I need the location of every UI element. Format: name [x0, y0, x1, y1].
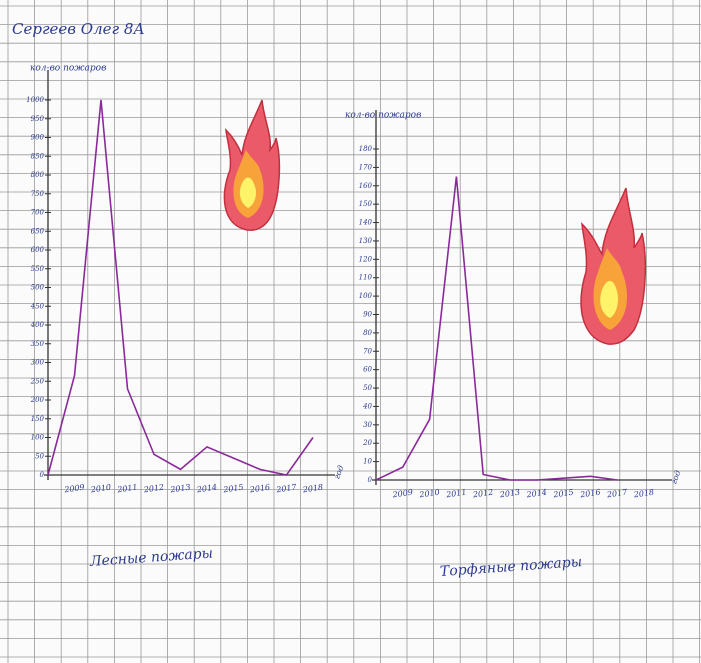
y-tick-label: 250: [30, 377, 45, 385]
caption: Торфяные пожары: [439, 554, 582, 580]
caption: Лесные пожары: [88, 545, 213, 570]
y-tick-label: 100: [359, 292, 373, 300]
x-tick-label: 2011: [445, 488, 467, 500]
y-tick-label: 200: [30, 396, 45, 404]
y-tick-label: 900: [31, 134, 45, 142]
y-tick-label: 150: [359, 200, 373, 208]
x-tick-label: 2012: [471, 488, 493, 500]
flame-right: [580, 187, 647, 345]
y-tick-label: 300: [31, 359, 45, 367]
y-axis-label: кол-во пожаров: [345, 111, 421, 121]
y-tick-label: 500: [31, 284, 45, 292]
y-tick-label: 950: [31, 115, 45, 123]
y-tick-label: 40: [362, 402, 372, 410]
x-tick-label: 2013: [498, 488, 520, 500]
x-tick-label: 2012: [142, 483, 164, 495]
y-tick-label: 10: [363, 458, 372, 466]
y-tick-label: 400: [30, 321, 45, 329]
y-tick-label: 700: [31, 209, 45, 217]
x-tick-label: 2009: [63, 483, 85, 495]
x-tick-label: 2010: [89, 483, 111, 495]
y-tick-label: 90: [363, 311, 372, 319]
flame-left: [223, 99, 281, 231]
y-axis-label: кол-во пожаров: [30, 64, 106, 74]
x-tick-label: 2016: [579, 488, 601, 500]
y-tick-label: 1000: [26, 96, 44, 104]
x-tick-label: 2013: [169, 483, 191, 495]
y-tick-label: 100: [31, 434, 45, 442]
y-tick-label: 0: [40, 471, 45, 479]
x-tick-label: 2018: [301, 483, 323, 495]
x-tick-label: 2018: [632, 488, 654, 500]
x-tick-label: 2015: [552, 488, 574, 500]
x-axis-label: год: [332, 464, 345, 480]
y-tick-label: 30: [363, 421, 372, 429]
x-tick-label: 2014: [195, 483, 217, 495]
page-title: Сергеев Олег 8А: [12, 20, 145, 38]
y-tick-label: 70: [363, 347, 372, 355]
data-line: [375, 176, 618, 481]
y-tick-label: 750: [31, 190, 45, 198]
y-tick-label: 20: [362, 439, 372, 447]
y-tick-label: 150: [31, 415, 45, 423]
y-tick-label: 800: [31, 171, 45, 179]
y-tick-label: 50: [35, 452, 44, 460]
x-axis-label: год: [669, 469, 682, 485]
y-tick-label: 50: [363, 384, 372, 392]
y-tick-label: 180: [359, 145, 373, 153]
y-tick-label: 80: [363, 329, 372, 337]
x-tick-label: 2017: [275, 483, 298, 495]
y-tick-label: 0: [368, 476, 373, 484]
y-tick-label: 110: [359, 274, 373, 282]
x-tick-label: 2017: [605, 488, 628, 500]
data-line: [47, 99, 314, 476]
y-tick-label: 130: [359, 237, 373, 245]
x-tick-label: 2011: [116, 483, 138, 495]
y-tick-label: 170: [359, 163, 373, 171]
y-tick-label: 600: [31, 246, 45, 254]
x-tick-label: 2009: [391, 488, 413, 500]
y-tick-label: 450: [30, 302, 45, 310]
y-tick-label: 60: [363, 366, 372, 374]
x-tick-label: 2016: [248, 483, 270, 495]
y-tick-label: 120: [359, 255, 373, 263]
y-tick-label: 140: [359, 219, 373, 227]
x-tick-label: 2010: [418, 488, 440, 500]
x-tick-label: 2014: [525, 488, 547, 500]
y-tick-label: 850: [31, 152, 45, 160]
y-tick-label: 160: [359, 182, 373, 190]
y-tick-label: 550: [31, 265, 45, 273]
x-tick-label: 2015: [222, 483, 244, 495]
y-tick-label: 650: [31, 227, 45, 235]
y-tick-label: 350: [31, 340, 45, 348]
